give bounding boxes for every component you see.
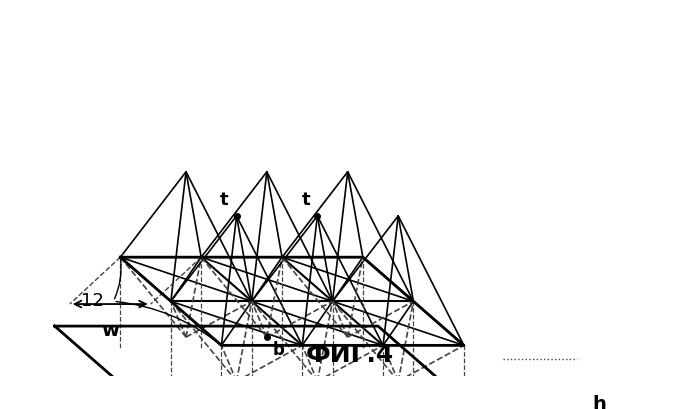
- Text: b: b: [272, 341, 284, 359]
- Text: t: t: [302, 191, 311, 209]
- Text: w: w: [102, 321, 119, 339]
- Text: h: h: [592, 395, 606, 409]
- Text: ФИГ.4: ФИГ.4: [306, 344, 394, 367]
- Text: 12: 12: [81, 292, 104, 310]
- Text: t: t: [219, 191, 228, 209]
